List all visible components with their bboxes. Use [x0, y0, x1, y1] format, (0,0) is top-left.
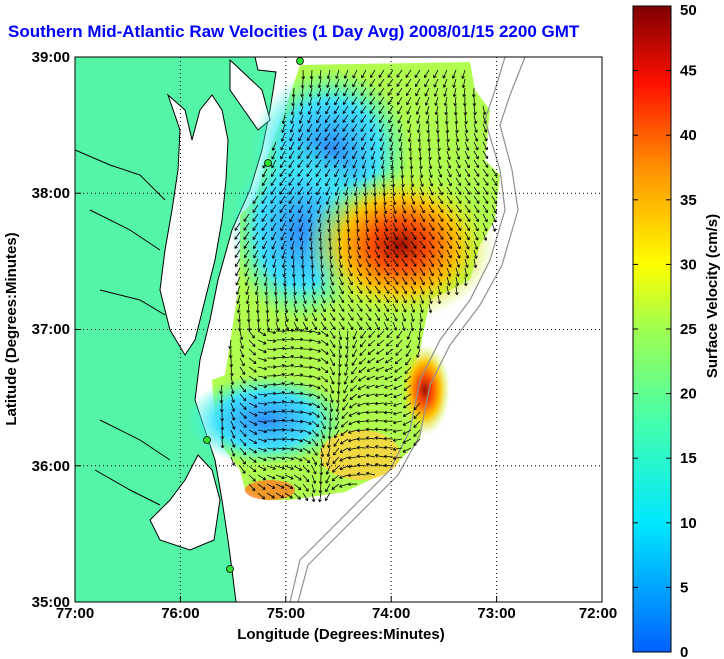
grid-lines: [75, 57, 602, 602]
colorbar-label: Surface Velocity (cm/s): [704, 214, 721, 378]
colorbar-tick-label: 40: [680, 127, 697, 144]
x-tick-label: 76:00: [161, 605, 199, 622]
y-tick-label: 35:00: [32, 594, 70, 611]
x-tick-label: 72:00: [579, 605, 617, 622]
colorbar-tick-label: 25: [680, 321, 697, 338]
y-tick-label: 37:00: [32, 321, 70, 338]
y-axis-label: Latitude (Degrees:Minutes): [3, 232, 20, 425]
chesapeake-bay: [159, 93, 229, 356]
colorbar-tick-label: 30: [680, 256, 697, 273]
station-marker: [296, 57, 304, 65]
colorbar-tick-label: 15: [680, 450, 697, 467]
colorbar-ticks: 0 5 10 15 20 25 30 35 40 45 50: [633, 2, 697, 659]
colorbar: [632, 5, 672, 653]
map-title: Southern Mid-Atlantic Raw Velocities (1 …: [8, 22, 580, 41]
station-marker: [203, 436, 211, 444]
colorbar-tick-label: 20: [680, 386, 697, 403]
colorbar-tick-label: 50: [680, 2, 697, 19]
velocity-vectors: [219, 69, 498, 503]
station-marker: [226, 565, 234, 573]
vector-arrows: [219, 69, 498, 503]
y-tick-label: 38:00: [32, 185, 70, 202]
x-tick-label: 77:00: [56, 605, 94, 622]
station-marker: [264, 159, 272, 167]
x-tick-label: 74:00: [372, 605, 410, 622]
radar-stations: [203, 57, 304, 573]
y-tick-label: 36:00: [32, 458, 70, 475]
x-tick-label: 73:00: [477, 605, 515, 622]
colorbar-tick-label: 35: [680, 192, 697, 209]
colorbar-tick-label: 45: [680, 63, 697, 80]
colorbar-tick-label: 5: [680, 579, 688, 596]
colorbar-tick-label: 10: [680, 515, 697, 532]
bathymetry-contours: [289, 57, 526, 602]
y-tick-label: 39:00: [32, 49, 70, 66]
x-axis-label: Longitude (Degrees:Minutes): [237, 626, 445, 643]
pamlico-sound: [149, 454, 221, 551]
x-tick-label: 75:00: [267, 605, 305, 622]
colorbar-tick-label: 0: [680, 644, 688, 659]
